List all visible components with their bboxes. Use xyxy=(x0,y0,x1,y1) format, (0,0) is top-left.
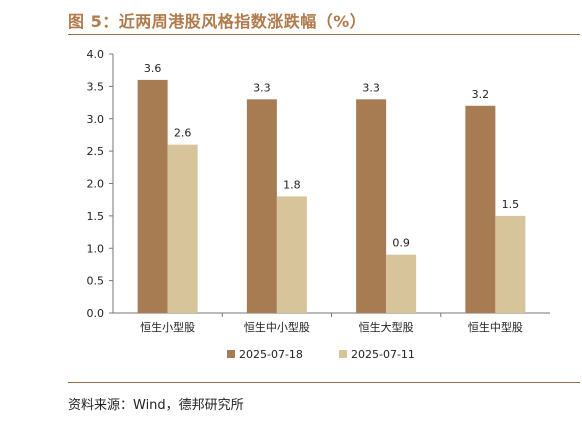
bar xyxy=(386,254,417,313)
legend-label: 2025-07-11 xyxy=(351,348,415,361)
legend-swatch xyxy=(227,350,235,358)
x-tick-label: 恒生大型股 xyxy=(359,320,414,334)
y-tick-label: 1.0 xyxy=(87,242,105,255)
legend-label: 2025-07-18 xyxy=(239,348,303,361)
data-label: 3.2 xyxy=(472,88,490,101)
bar xyxy=(137,79,168,314)
y-tick-label: 3.0 xyxy=(87,113,105,126)
legend-swatch xyxy=(339,350,347,358)
y-tick-label: 3.5 xyxy=(87,80,105,93)
y-tick-label: 4.0 xyxy=(87,48,105,61)
bar xyxy=(276,196,307,313)
bar xyxy=(465,105,496,313)
bar xyxy=(246,99,277,313)
x-tick-label: 恒生中型股 xyxy=(468,320,523,334)
y-tick-label: 2.5 xyxy=(87,145,105,158)
figure-title: 图 5：近两周港股风格指数涨跌幅（%） xyxy=(68,12,367,31)
bar xyxy=(495,215,526,313)
bar xyxy=(167,144,198,313)
data-label: 3.6 xyxy=(144,62,162,75)
y-tick-label: 0.0 xyxy=(87,307,105,320)
x-tick-label: 恒生小型股 xyxy=(140,320,195,334)
bottom-divider xyxy=(68,382,580,383)
data-label: 0.9 xyxy=(392,237,410,250)
y-tick-label: 2.0 xyxy=(87,178,105,191)
x-tick-label: 恒生中小型股 xyxy=(244,320,310,334)
data-label: 2.6 xyxy=(174,127,192,140)
top-divider xyxy=(68,34,580,35)
data-label: 3.3 xyxy=(253,81,271,94)
data-label: 1.8 xyxy=(283,178,301,191)
y-tick-label: 0.5 xyxy=(87,275,105,288)
bar xyxy=(356,99,387,313)
data-label: 3.3 xyxy=(362,81,380,94)
y-tick-label: 1.5 xyxy=(87,210,105,223)
data-label: 1.5 xyxy=(502,198,520,211)
source-note: 资料来源：Wind，德邦研究所 xyxy=(68,398,244,413)
